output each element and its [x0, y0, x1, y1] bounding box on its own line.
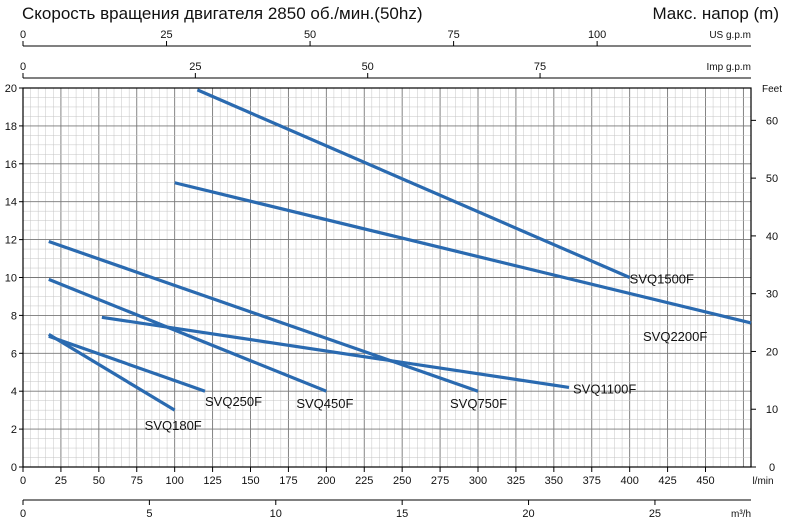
- m3h-tick-label: 5: [146, 508, 152, 520]
- series-line: [48, 239, 479, 393]
- x-tick-label: 100: [165, 475, 183, 487]
- us-gpm-tick-label: 0: [20, 29, 26, 41]
- y-tick-label: 8: [11, 310, 17, 322]
- imp-gpm-tick-label: 0: [20, 61, 26, 73]
- series-label: SVQ450F: [296, 396, 353, 411]
- x-tick-label: 125: [203, 475, 221, 487]
- us-gpm-tick-label: 25: [160, 29, 172, 41]
- series-label: SVQ250F: [205, 394, 262, 409]
- x-tick-label: 25: [55, 475, 67, 487]
- x-unit-label: l/min: [752, 476, 773, 487]
- x-tick-label: 400: [620, 475, 638, 487]
- x-tick-label: 150: [241, 475, 259, 487]
- m3h-tick-label: 10: [270, 508, 282, 520]
- imp-gpm-unit-label: Imp g.p.m: [707, 62, 751, 73]
- y2-tick-label: 50: [766, 173, 778, 185]
- y2-tick-label: 20: [766, 346, 778, 358]
- us-gpm-tick-label: 50: [304, 29, 316, 41]
- x-tick-label: 300: [469, 475, 487, 487]
- imp-gpm-tick-label: 75: [534, 61, 546, 73]
- series-label: SVQ2200F: [643, 329, 707, 344]
- y-tick-label: 14: [5, 197, 17, 209]
- y-tick-label: 12: [5, 235, 17, 247]
- imp-gpm-tick-label: 50: [362, 61, 374, 73]
- x-tick-label: 50: [93, 475, 105, 487]
- x-tick-label: 0: [20, 475, 26, 487]
- series-lines: [47, 88, 752, 412]
- series-line: [48, 277, 327, 393]
- y-tick-label: 10: [5, 273, 17, 285]
- y2-tick-label: 0: [769, 462, 775, 474]
- y2-tick-label: 10: [766, 404, 778, 416]
- y2-tick-label: 60: [766, 115, 778, 127]
- series-label: SVQ1100F: [573, 381, 636, 396]
- y-tick-label: 20: [5, 83, 17, 95]
- y-tick-label: 4: [11, 386, 17, 398]
- series-label: SVQ750F: [450, 396, 507, 411]
- y-tick-label: 6: [11, 348, 17, 360]
- y-tick-label: 2: [11, 424, 17, 436]
- y-tick-label: 16: [5, 159, 17, 171]
- x-tick-label: 75: [131, 475, 143, 487]
- series-line: [47, 332, 176, 412]
- us-gpm-tick-label: 75: [447, 29, 459, 41]
- x-tick-label: 450: [696, 475, 714, 487]
- m3h-tick-label: 20: [522, 508, 534, 520]
- axes: 0 25 50 75 100 125 150 175 200 225 250 275 300 325 350…: [5, 29, 782, 520]
- y-tick-label: 18: [5, 121, 17, 133]
- chart-title: Скорость вращения двигателя 2850 об./мин…: [22, 4, 423, 23]
- x-tick-label: 250: [393, 475, 411, 487]
- us-gpm-unit-label: US g.p.m: [709, 30, 751, 41]
- x-tick-label: 425: [658, 475, 676, 487]
- x-tick-label: 350: [545, 475, 563, 487]
- series-line: [196, 88, 631, 279]
- m3h-tick-label: 0: [20, 508, 26, 520]
- series-label: SVQ180F: [145, 418, 202, 433]
- x-tick-label: 375: [583, 475, 601, 487]
- m3h-tick-label: 15: [396, 508, 408, 520]
- series-line: [101, 315, 570, 389]
- y2-tick-label: 40: [766, 231, 778, 243]
- us-gpm-tick-label: 100: [588, 29, 606, 41]
- y2-unit-label: Feet: [762, 84, 782, 95]
- x-tick-label: 275: [431, 475, 449, 487]
- x-tick-label: 225: [355, 475, 373, 487]
- imp-gpm-tick-label: 25: [189, 61, 201, 73]
- x-tick-label: 200: [317, 475, 335, 487]
- series-line: [174, 181, 752, 325]
- max-head-label: Макс. напор (m): [652, 4, 779, 23]
- y-tick-label: 0: [11, 462, 17, 474]
- series-line: [48, 334, 206, 393]
- series-label: SVQ1500F: [630, 272, 694, 287]
- y2-tick-label: 30: [766, 289, 778, 301]
- m3h-unit-label: m³/h: [731, 509, 751, 520]
- x-tick-label: 175: [279, 475, 297, 487]
- m3h-tick-label: 25: [649, 508, 661, 520]
- x-tick-label: 325: [507, 475, 525, 487]
